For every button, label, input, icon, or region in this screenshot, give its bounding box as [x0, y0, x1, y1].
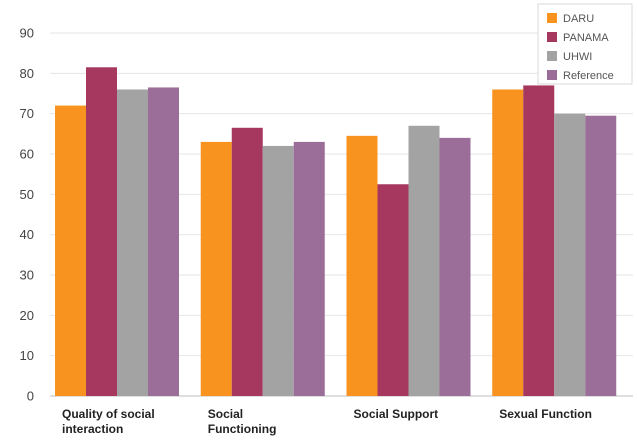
bar-panama — [523, 85, 555, 396]
legend-label: PANAMA — [563, 32, 609, 44]
bar-daru — [346, 135, 378, 396]
bar-uhwi — [408, 125, 440, 397]
bar-reference — [585, 115, 617, 396]
y-tick-label: 60 — [20, 147, 34, 162]
legend-swatch — [547, 51, 557, 61]
bar-panama — [377, 184, 409, 396]
bar-reference — [439, 137, 471, 396]
y-tick-label: 70 — [20, 106, 34, 121]
bars — [55, 67, 617, 397]
legend-swatch — [547, 70, 557, 80]
y-tick-label: 10 — [20, 348, 34, 363]
y-tick-label: 0 — [27, 389, 34, 404]
legend-label: DARU — [563, 13, 594, 25]
y-axis: 0 10 20 30 40 50 60 70 80 90 — [20, 26, 34, 404]
bar-uhwi — [262, 145, 294, 396]
y-tick-label: 20 — [20, 308, 34, 323]
bar-daru — [492, 89, 524, 396]
bar-panama — [231, 127, 263, 397]
x-category-label: Quality of social — [62, 407, 155, 421]
x-category-label: Functioning — [208, 422, 277, 436]
legend-label: UHWI — [563, 51, 592, 63]
y-tick-label: 90 — [20, 26, 34, 41]
bar-daru — [200, 141, 232, 396]
legend-swatch — [547, 32, 557, 42]
x-category-label: Social — [208, 407, 243, 421]
legend-swatch — [547, 13, 557, 23]
x-category-label: interaction — [62, 422, 123, 436]
y-tick-label: 40 — [20, 227, 34, 242]
x-category-label: Sexual Function — [499, 407, 592, 421]
legend: DARU PANAMA UHWI Reference — [537, 3, 633, 85]
x-category-label: Social Support — [354, 407, 439, 421]
bar-uhwi — [117, 89, 148, 396]
y-tick-label: 30 — [20, 268, 34, 283]
bar-panama — [86, 67, 117, 397]
y-tick-label: 50 — [20, 187, 34, 202]
bar-reference — [293, 141, 325, 396]
y-tick-label: 80 — [20, 66, 34, 81]
legend-label: Reference — [563, 70, 614, 82]
bar-daru — [55, 105, 86, 396]
bar-reference — [148, 87, 179, 396]
bar-uhwi — [554, 113, 586, 397]
